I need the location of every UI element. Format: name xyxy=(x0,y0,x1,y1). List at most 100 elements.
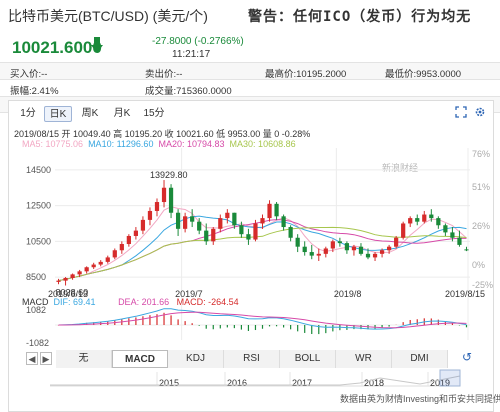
timeline-label: 2015 xyxy=(159,378,179,388)
down-arrow-icon xyxy=(91,37,103,53)
macd-bar xyxy=(191,323,193,325)
candle-body xyxy=(140,219,146,231)
candle-body xyxy=(204,230,209,242)
candle-body xyxy=(372,253,378,258)
macd-bar xyxy=(381,325,383,328)
indicator-tab-dmi[interactable]: DMI xyxy=(392,350,448,368)
watermark: 新浪财经 xyxy=(382,163,419,173)
macd-bar xyxy=(430,318,432,325)
dea-label: DEA: 201.66 xyxy=(118,297,170,307)
candle-body xyxy=(457,237,462,245)
candle-body xyxy=(429,214,434,219)
candle-body xyxy=(436,218,441,226)
macd-bar xyxy=(261,325,264,329)
indicator-tab-wr[interactable]: WR xyxy=(336,350,392,368)
high-price: 最高价:10195.2000 xyxy=(265,69,347,80)
page-title: 比特币美元(BTC/USD) (美元/个) xyxy=(8,8,208,24)
macd-bar xyxy=(360,325,362,330)
dea-line xyxy=(58,311,467,329)
macd-bar xyxy=(304,325,306,333)
candle-body xyxy=(77,271,82,275)
indicator-tab-kdj[interactable]: KDJ xyxy=(168,350,224,368)
candle-body xyxy=(464,249,469,251)
indicator-tab-none[interactable]: 无 xyxy=(56,350,112,368)
fullscreen-icon[interactable] xyxy=(455,106,467,118)
gear-icon[interactable] xyxy=(474,106,486,118)
low-price: 最低价:9953.0000 xyxy=(385,69,462,80)
macd-bar xyxy=(268,325,271,327)
y-tick-label: 10500 xyxy=(26,236,51,246)
tab-daily-k[interactable]: 日K xyxy=(44,106,72,122)
timeline-label: 2018 xyxy=(364,378,384,388)
candle-body xyxy=(98,261,103,265)
candle-body xyxy=(211,228,216,242)
candle-body xyxy=(105,257,110,262)
macd-bar xyxy=(402,322,404,325)
candle-body xyxy=(56,280,61,282)
macd-bar xyxy=(149,315,151,325)
macd-bar xyxy=(409,319,411,325)
macd-bar xyxy=(311,325,313,335)
scroll-left-button[interactable]: ◀ xyxy=(26,352,38,365)
indicator-tab-boll[interactable]: BOLL xyxy=(280,350,336,368)
macd-bar xyxy=(325,325,327,334)
indicator-tab-macd[interactable]: MACD xyxy=(112,350,168,368)
candle-body xyxy=(267,203,272,219)
scroll-right-button[interactable]: ▶ xyxy=(40,352,52,365)
macd-bar xyxy=(233,325,235,329)
macd-bar xyxy=(184,321,186,325)
macd-bar xyxy=(353,325,355,330)
candle-body xyxy=(225,212,230,219)
candle-body xyxy=(112,250,117,258)
candle-body xyxy=(168,187,174,213)
tab-15min[interactable]: 15分 xyxy=(143,108,165,119)
macd-bar xyxy=(254,325,257,331)
ma5-label: MA5: 10775.06 xyxy=(22,139,84,149)
candle-body xyxy=(161,187,167,203)
tab-weekly-k[interactable]: 周K xyxy=(81,108,99,119)
macd-bar xyxy=(142,316,144,325)
x-tick-label: 2019/8 xyxy=(334,289,362,299)
macd-bar xyxy=(247,325,250,331)
candle-body xyxy=(344,243,350,251)
macd-bar xyxy=(135,317,137,325)
macd-bar xyxy=(318,325,320,335)
candle-body xyxy=(394,237,399,247)
candle-body xyxy=(154,202,160,211)
candle-body xyxy=(295,237,300,247)
macd-bar xyxy=(156,314,158,325)
timeline-label: 2016 xyxy=(227,378,247,388)
indicator-tab-rsi[interactable]: RSI xyxy=(224,350,280,368)
candle-body xyxy=(358,246,364,254)
tab-1min[interactable]: 1分 xyxy=(20,108,36,119)
candle-body xyxy=(337,241,342,244)
candle-body xyxy=(232,212,237,226)
macd-bar xyxy=(465,325,468,328)
macd-bar xyxy=(275,325,278,327)
pct-tick-label: 76% xyxy=(472,149,490,159)
macd-bar xyxy=(198,325,200,326)
candle-body xyxy=(197,221,202,231)
candle-body xyxy=(422,214,427,222)
amplitude: 振幅:2.41% xyxy=(10,86,59,97)
x-tick-label: 2019/7 xyxy=(175,289,203,299)
buy-price: 买入价:-- xyxy=(10,69,48,80)
macd-value-label: MACD: -264.54 xyxy=(176,297,239,307)
tab-monthly-k[interactable]: 月K xyxy=(113,108,131,119)
candle-body xyxy=(387,246,392,251)
candle-body xyxy=(351,246,357,251)
candle-body xyxy=(365,253,371,258)
price-change: -27.8000 (-0.2766%) xyxy=(152,36,244,47)
ma30-label: MA30: 10608.86 xyxy=(229,139,296,149)
candle-body xyxy=(379,250,385,254)
candle-body xyxy=(415,218,420,222)
expand-arrow-icon[interactable]: ↺ xyxy=(462,350,473,364)
macd-bar xyxy=(283,325,285,328)
candle-body xyxy=(450,232,455,238)
candle-body xyxy=(84,267,89,272)
info-row: 买入价:-- 卖出价:-- 最高价:10195.2000 最低价:9953.00… xyxy=(0,62,500,80)
quote-row: 10021.6000 -27.8000 (-0.2766%) 11:21:17 xyxy=(0,32,500,62)
current-price: 10021.6000 xyxy=(12,38,102,57)
dif-label: DIF: 69.41 xyxy=(53,297,96,307)
